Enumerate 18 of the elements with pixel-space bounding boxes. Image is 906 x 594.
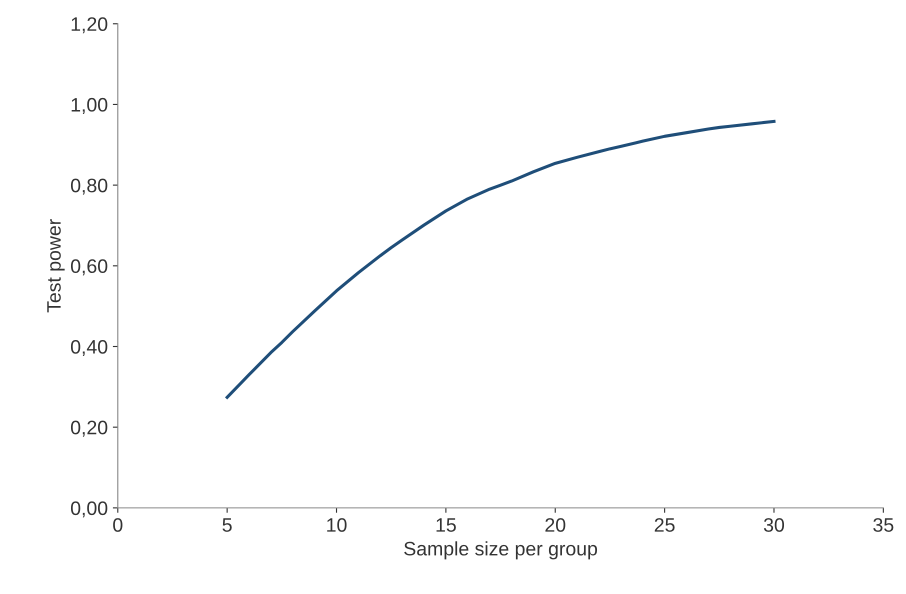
- y-tick-label: 1,20: [72, 17, 108, 34]
- x-axis-title: Sample size per group: [404, 541, 598, 560]
- y-tick-label: 0,20: [70, 420, 108, 437]
- x-tick-label: 25: [654, 518, 675, 532]
- x-tick-label: 0: [113, 518, 122, 532]
- y-tick-label: 0,60: [70, 259, 108, 276]
- y-tick-label: 0,40: [70, 340, 108, 356]
- y-tick-label: 1,00: [72, 98, 108, 114]
- x-tick-label: 20: [545, 518, 566, 532]
- x-tick-label: 30: [764, 518, 784, 532]
- y-axis-title: Test power: [47, 219, 65, 312]
- x-tick-label: 5: [222, 518, 232, 532]
- y-tick-label: 0,80: [70, 178, 108, 195]
- line-series: [226, 120, 776, 399]
- x-tick-label: 15: [436, 518, 456, 532]
- y-tick-label: 0,00: [70, 501, 108, 518]
- x-tick-label: 35: [873, 518, 894, 532]
- x-tick-label: 10: [327, 518, 347, 532]
